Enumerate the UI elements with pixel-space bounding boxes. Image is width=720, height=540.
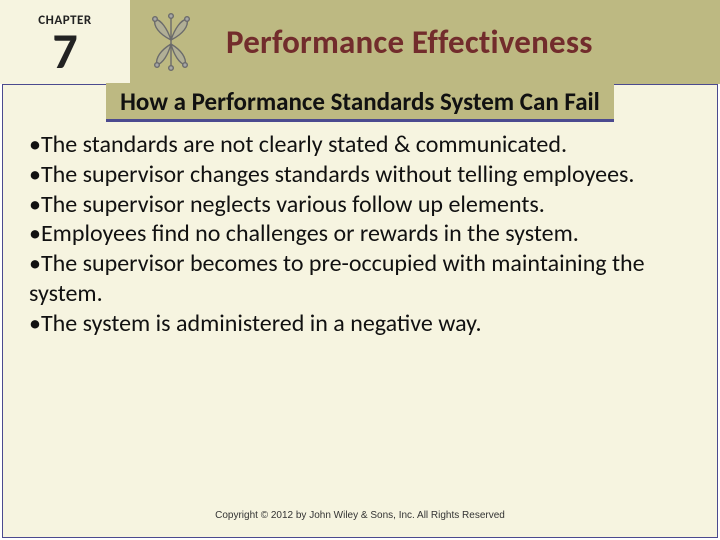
bullet-item: •The standards are not clearly stated & … bbox=[29, 130, 695, 160]
bullet-item: •The supervisor changes standards withou… bbox=[29, 160, 695, 190]
page-title: Performance Effectiveness bbox=[226, 22, 593, 62]
copyright: Copyright © 2012 by John Wiley & Sons, I… bbox=[3, 510, 717, 521]
slide: CHAPTER 7 bbox=[0, 0, 720, 540]
chapter-number: 7 bbox=[52, 28, 77, 76]
bullet-item: •The system is administered in a negativ… bbox=[29, 309, 695, 339]
bullet-item: •The supervisor becomes to pre-occupied … bbox=[29, 249, 695, 309]
ornament-icon bbox=[138, 9, 204, 75]
bullet-list: •The standards are not clearly stated & … bbox=[3, 122, 717, 338]
header-band: CHAPTER 7 bbox=[0, 0, 720, 84]
bullet-item: •The supervisor neglects various follow … bbox=[29, 190, 695, 220]
title-box: Performance Effectiveness bbox=[130, 0, 720, 84]
bullet-item: •Employees find no challenges or rewards… bbox=[29, 219, 695, 249]
content-area: How a Performance Standards System Can F… bbox=[2, 84, 718, 538]
subtitle-wrap: How a Performance Standards System Can F… bbox=[3, 83, 717, 122]
chapter-box: CHAPTER 7 bbox=[0, 0, 130, 84]
subtitle: How a Performance Standards System Can F… bbox=[106, 83, 614, 122]
